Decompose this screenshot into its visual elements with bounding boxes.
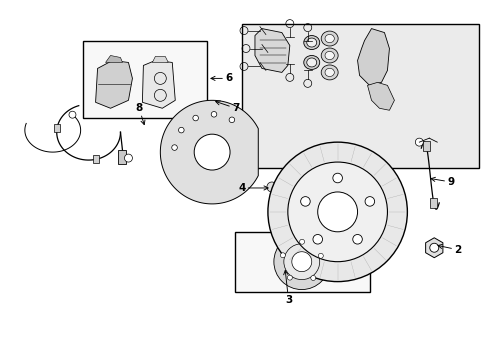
Circle shape <box>273 234 329 289</box>
Circle shape <box>194 134 229 170</box>
Polygon shape <box>357 28 388 85</box>
Polygon shape <box>425 238 442 258</box>
Polygon shape <box>254 28 289 72</box>
Bar <box>54 124 60 132</box>
Circle shape <box>300 197 309 206</box>
Text: 6: 6 <box>210 73 232 84</box>
Circle shape <box>280 253 285 258</box>
Text: 1: 1 <box>331 204 374 220</box>
Circle shape <box>124 154 132 162</box>
Polygon shape <box>105 55 122 62</box>
Ellipse shape <box>306 58 316 67</box>
Text: 8: 8 <box>135 103 144 125</box>
Circle shape <box>299 239 304 244</box>
Polygon shape <box>367 82 394 110</box>
Circle shape <box>171 145 177 150</box>
Circle shape <box>291 252 311 272</box>
Circle shape <box>414 138 423 146</box>
Ellipse shape <box>325 68 334 77</box>
Text: 7: 7 <box>215 101 239 113</box>
Ellipse shape <box>366 58 376 63</box>
Circle shape <box>69 111 76 118</box>
Polygon shape <box>142 60 175 108</box>
Ellipse shape <box>303 36 319 50</box>
Ellipse shape <box>325 35 334 42</box>
Ellipse shape <box>321 48 337 63</box>
Text: 5: 5 <box>337 169 344 183</box>
Polygon shape <box>152 57 168 62</box>
Circle shape <box>267 142 407 282</box>
Circle shape <box>283 244 319 280</box>
Text: 4: 4 <box>238 183 267 193</box>
Bar <box>118 150 126 164</box>
Polygon shape <box>95 60 132 108</box>
Ellipse shape <box>303 55 319 69</box>
Bar <box>82 41 207 118</box>
Circle shape <box>312 234 322 244</box>
Polygon shape <box>160 100 258 204</box>
Bar <box>242 24 478 168</box>
Circle shape <box>318 253 323 258</box>
Ellipse shape <box>321 65 337 80</box>
Circle shape <box>352 234 362 244</box>
Circle shape <box>211 112 216 117</box>
Circle shape <box>332 173 342 183</box>
Bar <box>422 140 429 150</box>
Ellipse shape <box>306 38 316 47</box>
Bar <box>93 155 99 163</box>
Ellipse shape <box>321 31 337 46</box>
Ellipse shape <box>366 45 376 51</box>
Circle shape <box>229 117 234 123</box>
Circle shape <box>317 192 357 232</box>
Text: 3: 3 <box>283 270 291 305</box>
Circle shape <box>192 115 198 121</box>
Circle shape <box>178 127 184 133</box>
Circle shape <box>365 197 374 206</box>
Circle shape <box>310 275 315 280</box>
Circle shape <box>287 275 292 280</box>
Text: 9: 9 <box>430 177 453 187</box>
Ellipse shape <box>325 51 334 60</box>
Text: 2: 2 <box>437 244 461 255</box>
Circle shape <box>266 182 276 192</box>
Circle shape <box>287 162 386 262</box>
Bar <box>429 198 436 208</box>
Bar <box>235 232 369 292</box>
Circle shape <box>429 243 438 252</box>
